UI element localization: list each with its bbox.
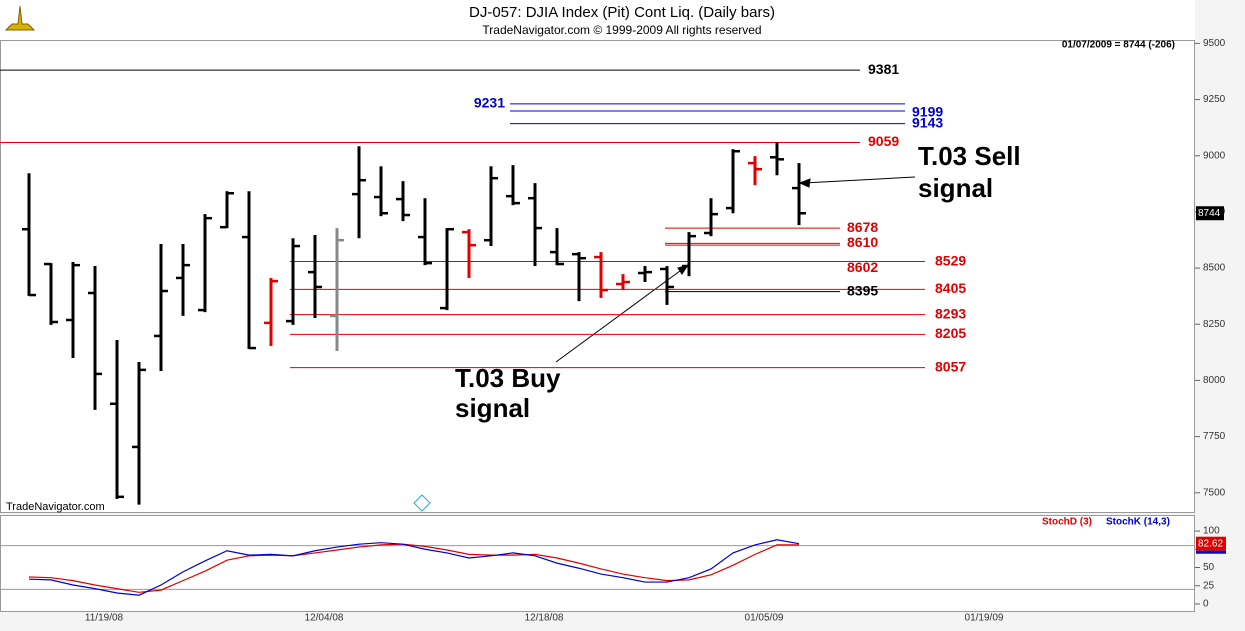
y-tick-label: 7500 [1203,487,1226,498]
x-tick-label: 01/19/09 [965,613,1004,624]
last-price-label: 8744 [1198,208,1221,219]
stoch-line [28,539,800,596]
y-tick-label: 8000 [1203,375,1226,386]
level-label: 9143 [912,114,943,130]
level-label: 9059 [868,133,899,149]
level-label: 9199 [912,104,943,120]
registered-icon [413,494,431,512]
sell-annotation: T.03 Sell [918,141,1021,171]
logo [4,5,36,31]
level-label: 8395 [847,282,878,298]
y-tick-label: 25 [1203,580,1215,591]
y-tick-label: 0 [1203,599,1209,610]
buy-annotation: signal [455,393,530,423]
level-label: 9231 [474,95,505,111]
y-tick-label: 8250 [1203,319,1226,330]
last-stoch-strip [1196,550,1226,554]
level-label: 8602 [847,259,878,275]
last-price-box [1196,206,1224,221]
last-stoch-box [1196,536,1226,551]
chart-subtitle: TradeNavigator.com © 1999-2009 All right… [482,23,761,37]
y-tick-label: 9500 [1203,38,1226,49]
watermark: TradeNavigator.com [6,501,105,513]
level-label: 8678 [847,219,878,235]
sell-annotation: signal [918,173,993,203]
chart-title: DJ-057: DJIA Index (Pit) Cont Liq. (Dail… [469,4,775,21]
legend-entry: StochK (14,3) [1106,517,1170,528]
y-tick-label: 9250 [1203,94,1226,105]
y-tick-label: 100 [1203,526,1220,537]
x-tick-label: 11/19/08 [85,613,124,624]
y-tick-label: 50 [1203,562,1215,573]
y-tick-label: 7750 [1203,431,1226,442]
x-tick-label: 12/18/08 [525,613,564,624]
price-panel [0,40,1195,513]
title-band [0,0,1195,40]
x-tick-label: 12/04/08 [305,613,344,624]
stoch-line [28,543,799,593]
x-tick-label: 01/05/09 [745,613,784,624]
y-tick-label: 8500 [1203,263,1226,274]
level-label: 8057 [935,358,966,374]
legend-entry: StochD (3) [1042,517,1092,528]
level-label: 8405 [935,280,966,296]
status-text: 01/07/2009 = 8744 (-206) [1062,40,1175,51]
last-stoch-label: 82.62 [1198,538,1223,549]
stoch-panel [0,515,1195,612]
level-label: 8205 [935,325,966,341]
level-label: 8293 [935,305,966,321]
y-tick-label: 9000 [1203,150,1226,161]
level-label: 8610 [847,234,878,250]
level-label: 8529 [935,252,966,268]
level-label: 9381 [868,61,899,77]
